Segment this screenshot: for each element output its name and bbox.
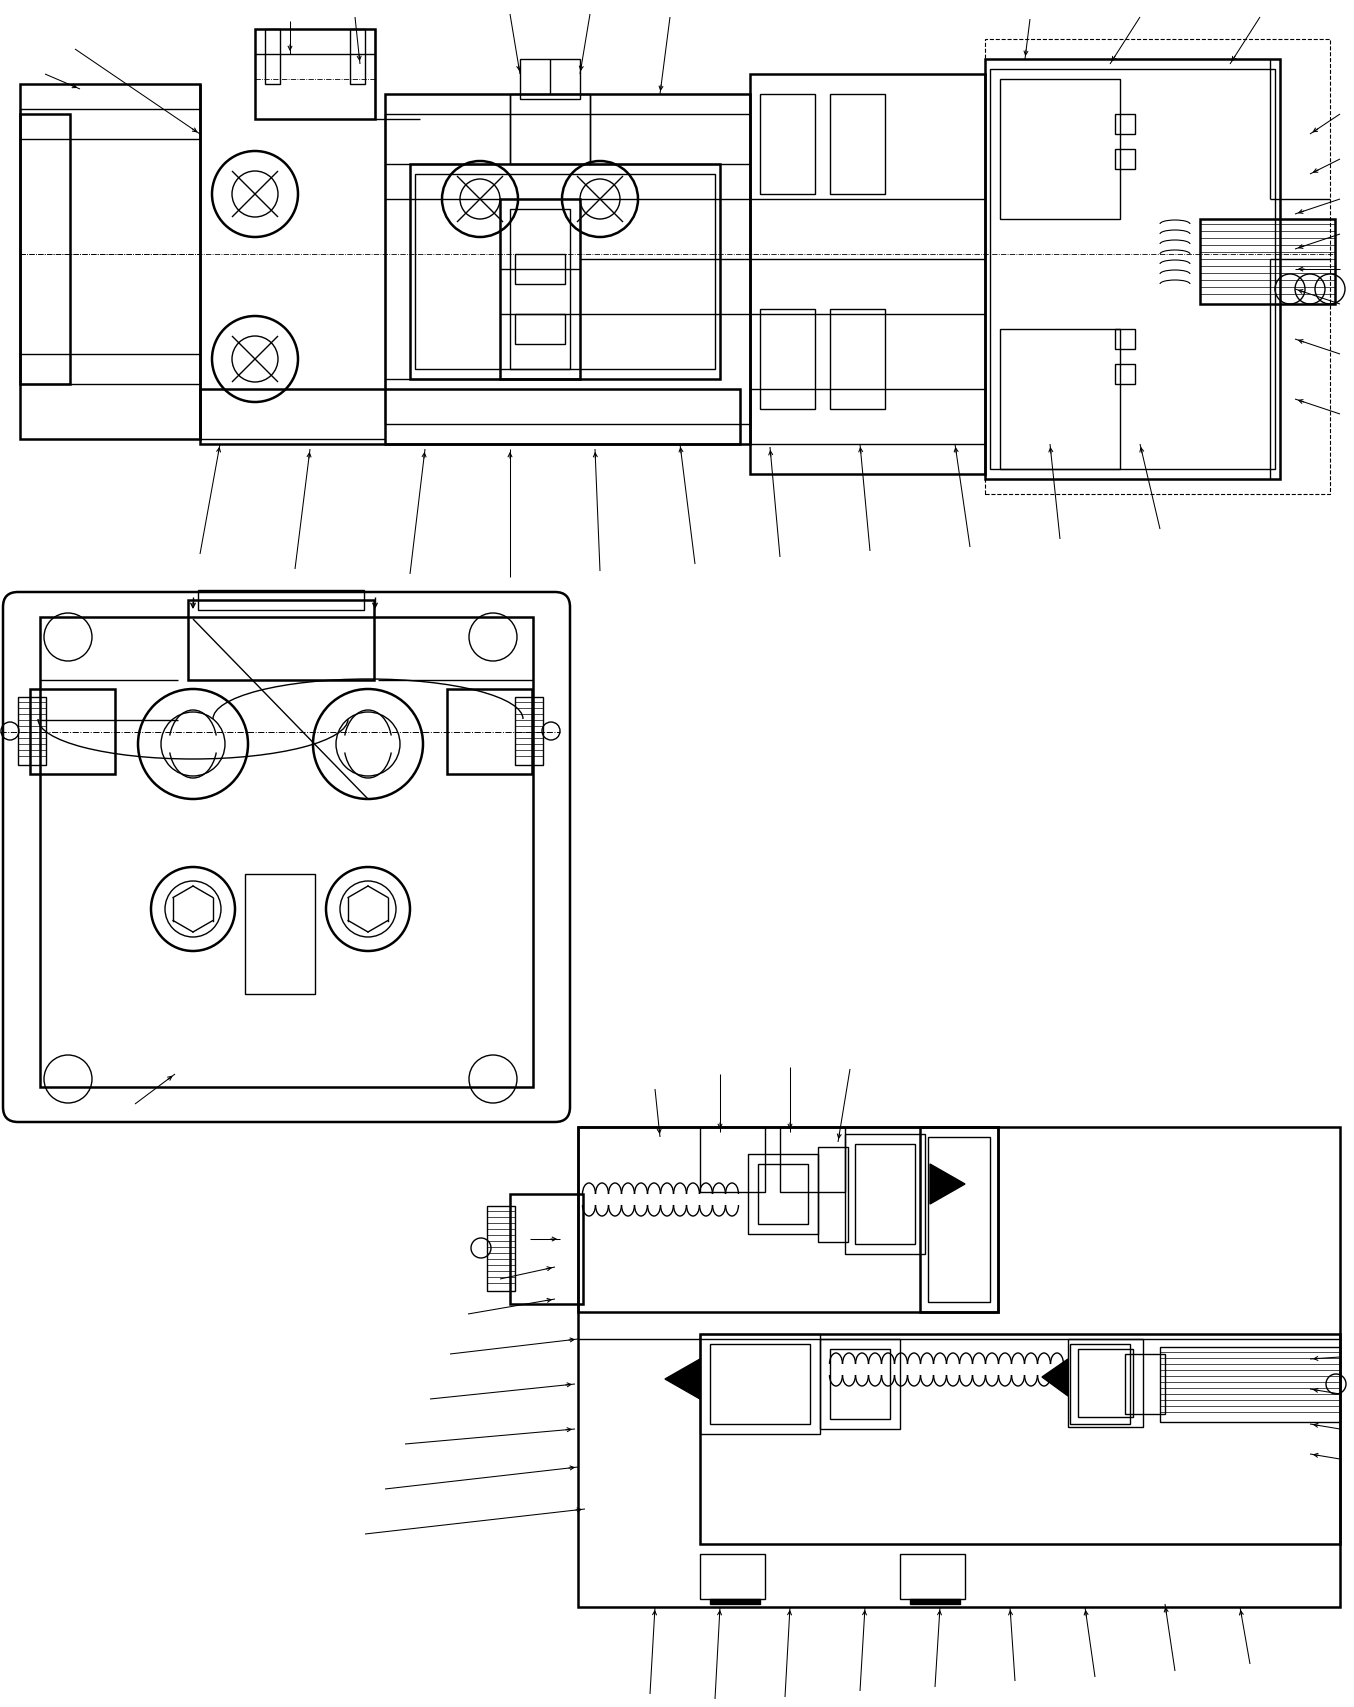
Polygon shape [930, 1164, 965, 1205]
Bar [510, 1195, 584, 1304]
Bar [500, 200, 580, 379]
Bar [515, 698, 543, 765]
Bar [750, 75, 984, 475]
Bar [984, 39, 1330, 495]
Bar [830, 96, 886, 195]
Bar [188, 601, 374, 681]
Bar [20, 355, 200, 384]
Bar [578, 1127, 998, 1313]
Bar [515, 254, 565, 285]
Bar [984, 60, 1280, 480]
Bar [578, 1127, 1340, 1606]
Bar [830, 309, 886, 410]
Polygon shape [1043, 1359, 1068, 1396]
Bar [830, 1349, 890, 1419]
Bar [18, 698, 46, 765]
Bar [1114, 150, 1135, 171]
Bar [747, 1154, 818, 1234]
Bar [927, 1137, 990, 1302]
Bar [515, 314, 565, 345]
Bar [198, 591, 364, 611]
Bar [487, 1207, 515, 1290]
Bar [30, 690, 115, 775]
Bar [709, 1343, 810, 1424]
Bar [854, 1144, 915, 1244]
Bar [700, 1553, 765, 1599]
Bar [255, 31, 375, 119]
Bar [1070, 1343, 1131, 1424]
Bar [1160, 1347, 1340, 1422]
Bar [1114, 114, 1135, 135]
Bar [750, 389, 984, 446]
Bar [700, 1127, 765, 1191]
Bar [758, 1164, 808, 1224]
Polygon shape [709, 1599, 760, 1605]
Bar [990, 70, 1275, 469]
Bar [520, 60, 580, 101]
Bar [200, 389, 741, 446]
Bar [1114, 365, 1135, 384]
Bar [1200, 220, 1335, 306]
Bar [385, 96, 750, 446]
Bar [845, 1135, 925, 1255]
Bar [1078, 1349, 1133, 1417]
Bar [447, 690, 532, 775]
Bar [414, 174, 715, 370]
Bar [821, 1340, 900, 1429]
Bar [349, 31, 366, 85]
Bar [1001, 329, 1120, 469]
Polygon shape [910, 1599, 960, 1605]
Bar [1114, 329, 1135, 350]
Bar [245, 874, 315, 995]
Bar [700, 1335, 1340, 1545]
Bar [20, 85, 200, 440]
Bar [20, 109, 200, 140]
Bar [919, 1127, 998, 1313]
Bar [1068, 1340, 1143, 1427]
Bar [700, 1335, 821, 1434]
Bar [385, 114, 750, 425]
Bar [1001, 80, 1120, 220]
Bar [760, 96, 815, 195]
Bar [510, 96, 590, 166]
Bar [900, 1553, 965, 1599]
Bar [510, 210, 570, 370]
Bar [20, 114, 70, 384]
Bar [265, 31, 280, 85]
Polygon shape [665, 1359, 700, 1400]
Bar [410, 166, 720, 379]
Bar [818, 1147, 848, 1243]
Bar [760, 309, 815, 410]
Bar [780, 1127, 845, 1191]
Bar [1125, 1354, 1164, 1413]
Bar [41, 618, 533, 1087]
